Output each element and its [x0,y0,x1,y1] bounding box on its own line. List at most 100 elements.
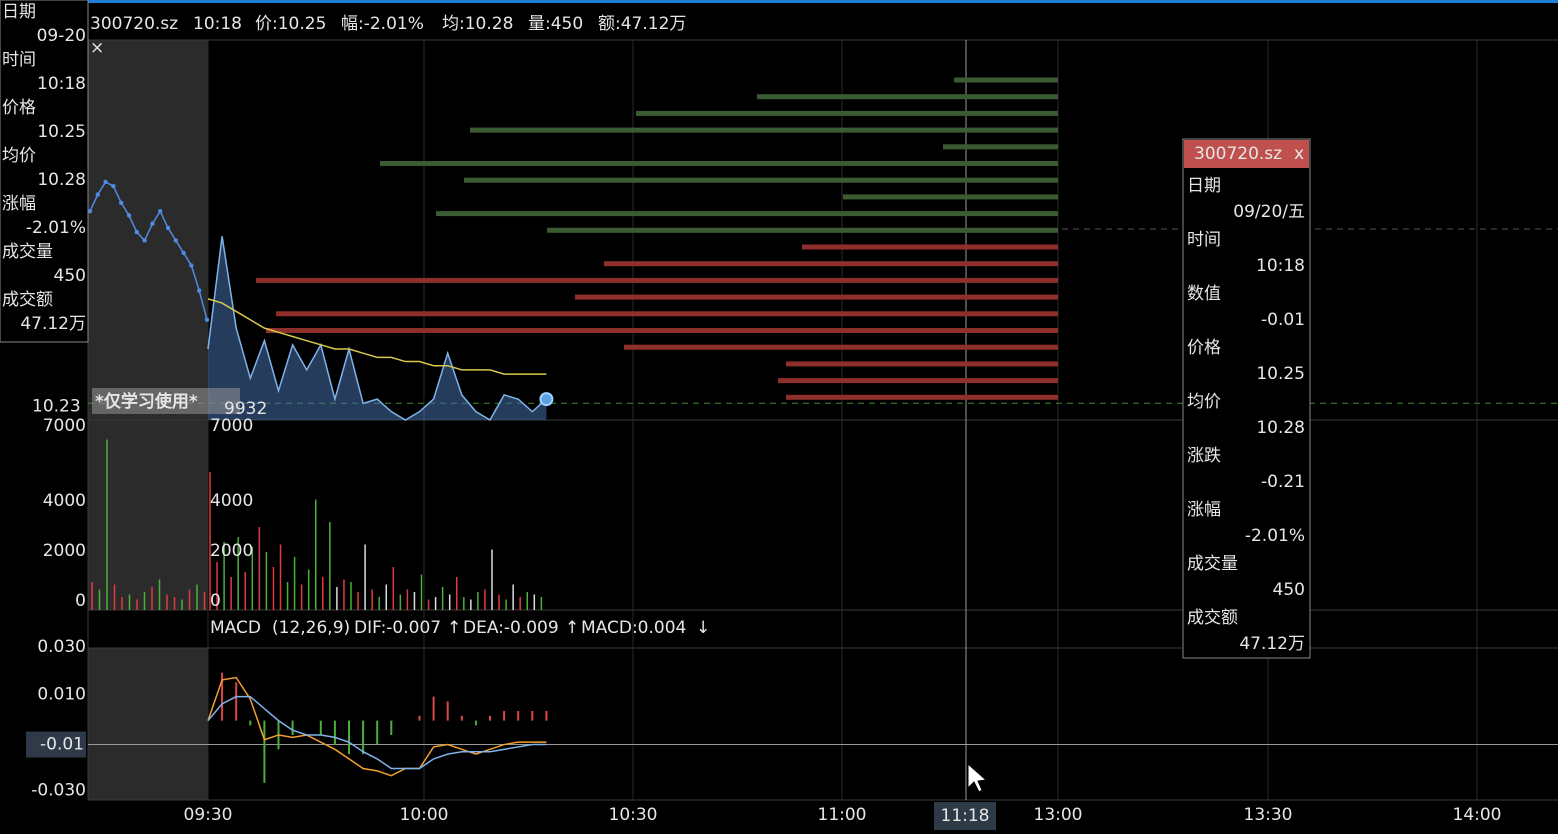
auction-point [134,229,139,235]
tooltip-label: 涨幅 [1187,500,1221,520]
price-level-bar [604,261,1058,267]
price-level-bar [757,94,1058,100]
price-level-bar [470,127,1058,133]
volume-tick-label: 0 [75,591,86,611]
info-label: 成交量 [2,242,53,262]
auction-point [119,200,124,206]
auction-point [158,209,163,214]
tooltip-value: -2.01% [1245,526,1305,546]
window-top-border [0,0,1558,3]
dea-line [207,695,547,770]
tooltip-close[interactable]: x [1294,144,1304,164]
price-level-bar [786,361,1058,367]
header-amount: 额:47.12万 [598,14,686,34]
time-label: 14:00 [1453,805,1502,825]
info-label: 成交额 [2,290,53,310]
price-level-bar [266,328,1058,333]
macd-tick-label: 0.010 [37,685,86,705]
auction-point [204,317,210,322]
volume-tick-label: 0 [210,591,221,611]
info-value: 450 [54,266,86,286]
auction-price-line [89,180,208,320]
tooltip-label: 成交额 [1187,608,1238,628]
auction-point [142,238,147,243]
info-panel [0,0,89,343]
auction-point [103,179,108,185]
volume-tick-label: 4000 [210,491,253,511]
watermark-bg [92,388,240,414]
price-line [207,236,547,422]
info-label: 时间 [2,50,36,70]
header-change: 幅:-2.01% [341,14,424,34]
macd-header-macd-arrow: ↓ [696,618,710,638]
tooltip-value: 47.12万 [1239,634,1305,654]
price-level-bar [380,161,1058,166]
tooltip-label: 成交量 [1187,554,1238,574]
price-area-fill [208,236,547,420]
price-level-bar [843,194,1058,200]
info-label: 均价 [2,146,36,166]
info-value: 47.12万 [20,314,86,334]
auction-shade [88,40,208,610]
watermark: *仅学习使用* [95,391,198,412]
time-label: 10:30 [609,805,658,825]
price-level-bar [256,277,1058,283]
time-cursor-label: 11:18 [941,806,990,826]
auction-point [173,238,178,243]
time-label: 09:30 [184,805,233,825]
info-label: 价格 [2,98,36,118]
auction-point [165,225,171,231]
tooltip-label: 价格 [1187,338,1221,358]
tooltip-value: -0.21 [1261,472,1305,492]
price-label: 10.23 [32,396,81,416]
auction-point [197,288,202,293]
time-label: 13:30 [1244,805,1293,825]
value-cursor-label: -0.01 [40,735,84,755]
price-level-bar [436,211,1058,217]
volume-tick-label: 2000 [43,541,86,561]
tooltip-value: 09/20/五 [1233,202,1305,222]
average-line [207,298,547,375]
auction-point [87,209,93,214]
tooltip-value: -0.01 [1261,310,1305,330]
auction-point [189,263,194,268]
price-level-bar [954,77,1058,83]
volume-tick-label: 7000 [210,416,253,436]
tooltip-value: 10.28 [1256,418,1305,438]
tooltip-value: 10.25 [1256,364,1305,384]
time-label: 11:00 [818,805,867,825]
tooltip-value: 10:18 [1256,256,1305,276]
price-level-bar [802,244,1058,250]
header-avg: 均:10.28 [442,14,513,34]
header-code: 300720.sz [90,14,178,34]
price-level-bar [547,227,1058,233]
tooltip [1182,138,1311,659]
tooltip-label: 数值 [1187,284,1221,304]
price-level-bar [276,311,1058,317]
price-level-bar [624,344,1058,350]
auction-point [150,221,155,226]
header-volume: 量:450 [528,14,583,34]
marks-layer [87,77,1058,783]
tooltip-label: 时间 [1187,230,1221,250]
auction-point [126,213,132,218]
info-value: 10.25 [37,122,86,142]
info-label: 涨幅 [2,194,36,214]
info-value: 10.28 [37,170,86,190]
macd-tick-label: 0.030 [37,637,86,657]
header-time: 10:18 [193,14,242,34]
value-cursor-box [26,731,86,758]
dif-line [207,676,547,777]
info-value: 09-20 [37,26,86,46]
tooltip-header [1184,140,1309,168]
auction-point [111,183,116,189]
time-cursor-box [934,802,996,830]
price-level-bar [943,144,1058,150]
tooltip-label: 涨跌 [1187,446,1221,466]
macd-header-title: MACD [210,618,261,638]
price-level-bar [786,394,1058,400]
tooltip-value: 450 [1273,580,1305,600]
tooltip-label: 日期 [1187,176,1221,196]
price-level-bar [575,294,1058,300]
tooltip-title: 300720.sz [1194,144,1282,164]
